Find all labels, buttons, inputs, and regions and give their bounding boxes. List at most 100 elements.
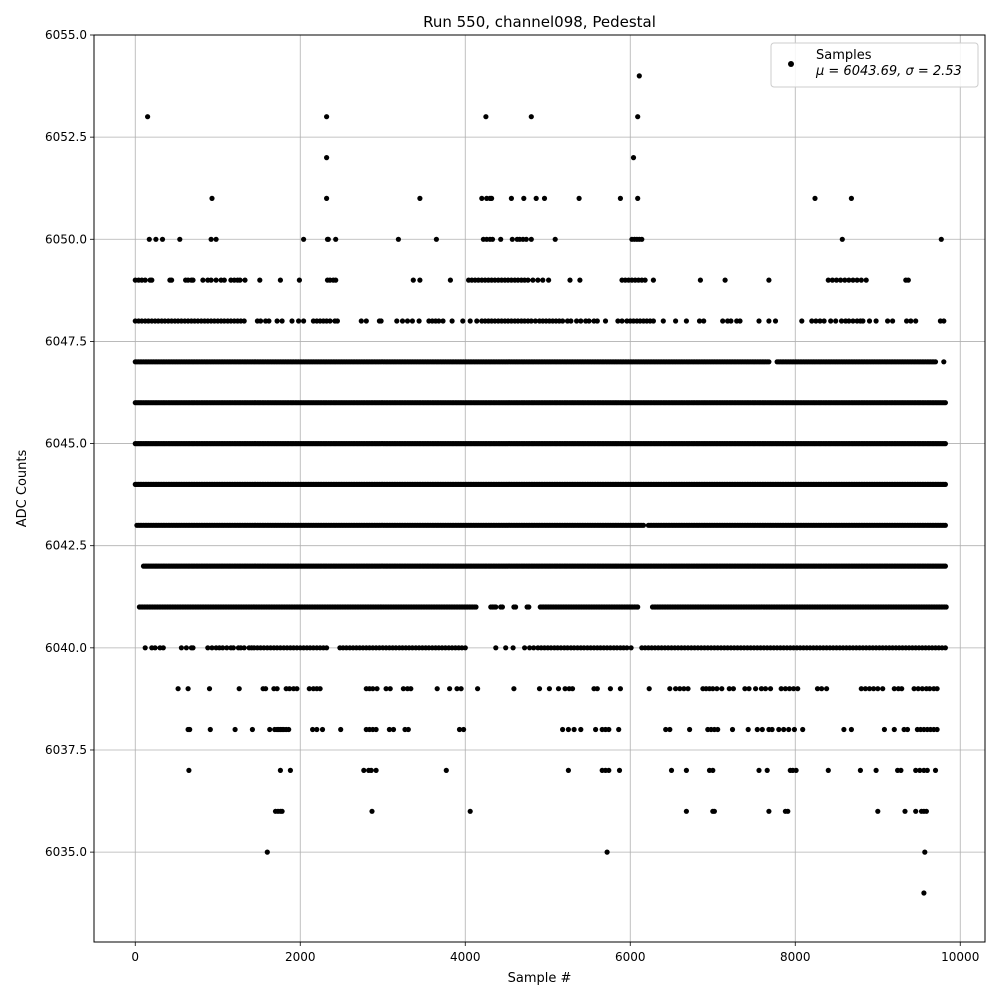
y-tick-label: 6042.5 — [45, 539, 87, 553]
data-point — [370, 686, 376, 692]
data-point — [433, 236, 439, 242]
data-point — [578, 726, 584, 733]
data-point — [881, 726, 888, 733]
data-point — [866, 318, 873, 324]
data-point — [821, 318, 827, 324]
data-point — [536, 686, 543, 692]
data-point — [714, 686, 720, 692]
data-point — [862, 686, 869, 692]
data-point — [200, 277, 206, 283]
data-point — [386, 726, 392, 733]
x-tick-label: 0 — [131, 950, 139, 964]
data-point — [289, 318, 295, 324]
data-point — [890, 318, 896, 324]
data-point — [177, 236, 183, 242]
data-point — [334, 318, 340, 324]
data-point — [943, 604, 949, 610]
data-point — [715, 726, 721, 733]
data-point — [932, 767, 939, 774]
data-point — [493, 604, 499, 610]
data-point — [764, 767, 770, 774]
data-point — [213, 277, 219, 283]
data-point — [850, 318, 856, 324]
data-point — [812, 195, 818, 201]
data-point — [942, 400, 949, 406]
data-point — [913, 808, 919, 814]
data-point — [160, 645, 166, 651]
data-point — [683, 808, 690, 814]
data-point — [908, 318, 914, 324]
data-point — [635, 195, 641, 201]
legend-marker-samples — [788, 61, 794, 67]
data-point — [301, 318, 307, 324]
data-point — [387, 686, 393, 692]
data-point — [838, 277, 844, 283]
data-point — [175, 686, 181, 692]
data-point — [306, 686, 312, 692]
x-axis: 0 2000 4000 6000 8000 10000 — [131, 942, 979, 964]
data-point — [369, 808, 375, 814]
data-point — [190, 645, 196, 651]
data-point — [408, 686, 414, 692]
data-point — [296, 318, 302, 324]
x-tick-label: 2000 — [285, 950, 316, 964]
data-point — [378, 318, 384, 324]
data-point — [848, 726, 855, 733]
data-point — [560, 726, 566, 733]
data-point — [616, 726, 622, 733]
data-point — [503, 645, 509, 651]
data-point — [756, 767, 762, 774]
data-point — [891, 686, 897, 692]
data-point — [571, 726, 577, 733]
data-point — [560, 318, 566, 324]
data-point — [460, 318, 466, 324]
data-point — [854, 277, 860, 283]
data-point — [819, 686, 825, 692]
data-point — [577, 277, 583, 283]
data-point — [746, 686, 752, 692]
data-point — [650, 277, 657, 283]
data-point — [668, 767, 675, 774]
data-point — [454, 686, 460, 692]
data-point — [766, 808, 772, 814]
data-point — [232, 726, 238, 733]
data-point — [737, 318, 743, 324]
data-point — [786, 726, 792, 733]
data-point — [685, 686, 691, 692]
data-point — [728, 318, 734, 324]
data-point — [838, 318, 845, 324]
data-point — [660, 318, 666, 324]
data-point — [635, 604, 641, 610]
legend-entry-stats: μ = 6043.69, σ = 2.53 — [815, 64, 962, 79]
data-point — [923, 808, 930, 814]
data-point — [615, 318, 621, 324]
data-point — [399, 318, 406, 324]
data-point — [390, 726, 397, 733]
data-point — [848, 195, 855, 201]
data-point — [778, 686, 784, 692]
data-point — [467, 318, 473, 324]
data-point — [729, 726, 736, 733]
x-tick-label: 6000 — [615, 950, 646, 964]
data-point — [720, 318, 726, 324]
data-point — [602, 318, 609, 324]
data-point — [368, 767, 374, 774]
data-point — [541, 195, 548, 201]
data-point — [800, 726, 806, 733]
data-point — [310, 726, 316, 733]
data-point — [474, 318, 480, 324]
data-point — [902, 808, 908, 814]
data-point — [636, 73, 642, 79]
data-point — [941, 318, 947, 324]
data-point — [875, 686, 881, 692]
data-point — [574, 318, 580, 324]
data-point — [927, 686, 933, 692]
data-point — [467, 808, 473, 814]
data-point — [565, 726, 572, 733]
y-tick-label: 6055.0 — [45, 28, 87, 42]
data-point — [142, 645, 148, 651]
data-point — [526, 604, 532, 610]
data-point — [616, 767, 623, 774]
data-point — [324, 114, 330, 120]
data-point — [324, 645, 330, 651]
